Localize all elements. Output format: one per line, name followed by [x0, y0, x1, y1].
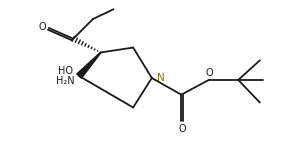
- Text: N: N: [157, 73, 164, 83]
- Polygon shape: [77, 52, 101, 78]
- Text: O: O: [206, 68, 214, 78]
- Text: O: O: [178, 124, 186, 134]
- Text: O: O: [38, 22, 46, 32]
- Text: H₂N: H₂N: [56, 76, 75, 86]
- Text: HO: HO: [58, 66, 73, 76]
